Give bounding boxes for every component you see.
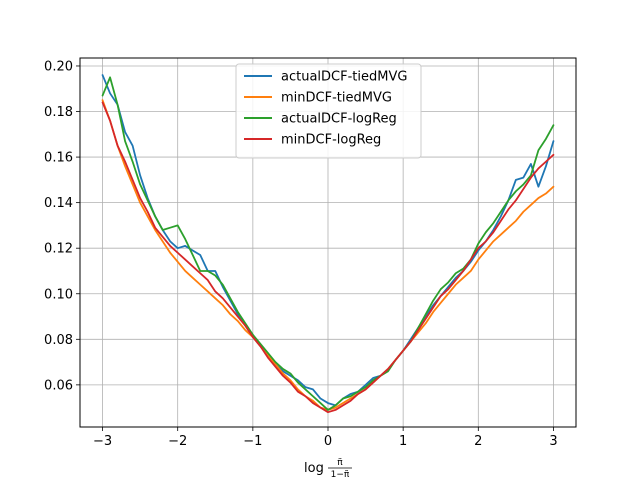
legend-box: [235, 63, 422, 159]
series-line-actualdcf-logreg: [101, 76, 555, 411]
x-axis-label: log π̃ 1−π̃: [304, 458, 352, 480]
x-tick-label: −3: [93, 434, 112, 449]
legend-entry-label: actualDCF-tiedMVG: [281, 70, 407, 85]
series-lines: [101, 74, 555, 414]
axis-ticks: −3 −2 −1 0 1 2 3 0.06 0.08 0.10 0.12 0.14 0.16 0.18 0.…: [44, 59, 558, 449]
y-tick-label: 0.08: [44, 333, 73, 348]
y-tick-label: 0.10: [44, 287, 73, 302]
x-tick-label: 0: [324, 434, 332, 449]
y-tick-label: 0.16: [44, 151, 73, 166]
series-line-actualdcf-tiedmvg: [101, 74, 555, 407]
legend-entry-label: actualDCF-logReg: [281, 112, 397, 127]
x-axis-label-log: log: [304, 461, 324, 476]
y-tick-label: 0.12: [44, 242, 73, 257]
x-tick-label: 1: [399, 434, 407, 449]
y-tick-label: 0.18: [44, 105, 73, 120]
y-tick-label: 0.14: [44, 196, 73, 211]
series-line-mindcf-logreg: [101, 101, 555, 414]
x-tick-label: −1: [243, 434, 262, 449]
legend-entry-label: minDCF-logReg: [281, 133, 381, 148]
y-tick-label: 0.06: [44, 378, 73, 393]
x-tick-label: −2: [168, 434, 187, 449]
x-axis-label-numerator: π̃: [337, 458, 343, 468]
legend: actualDCF-tiedMVG minDCF-tiedMVG actualDCF…: [235, 63, 422, 159]
x-tick-label: 3: [549, 434, 557, 449]
x-tick-label: 2: [474, 434, 482, 449]
y-tick-label: 0.20: [44, 59, 73, 74]
legend-entry-label: minDCF-tiedMVG: [281, 91, 392, 106]
x-axis-label-denominator: 1−π̃: [331, 470, 350, 480]
